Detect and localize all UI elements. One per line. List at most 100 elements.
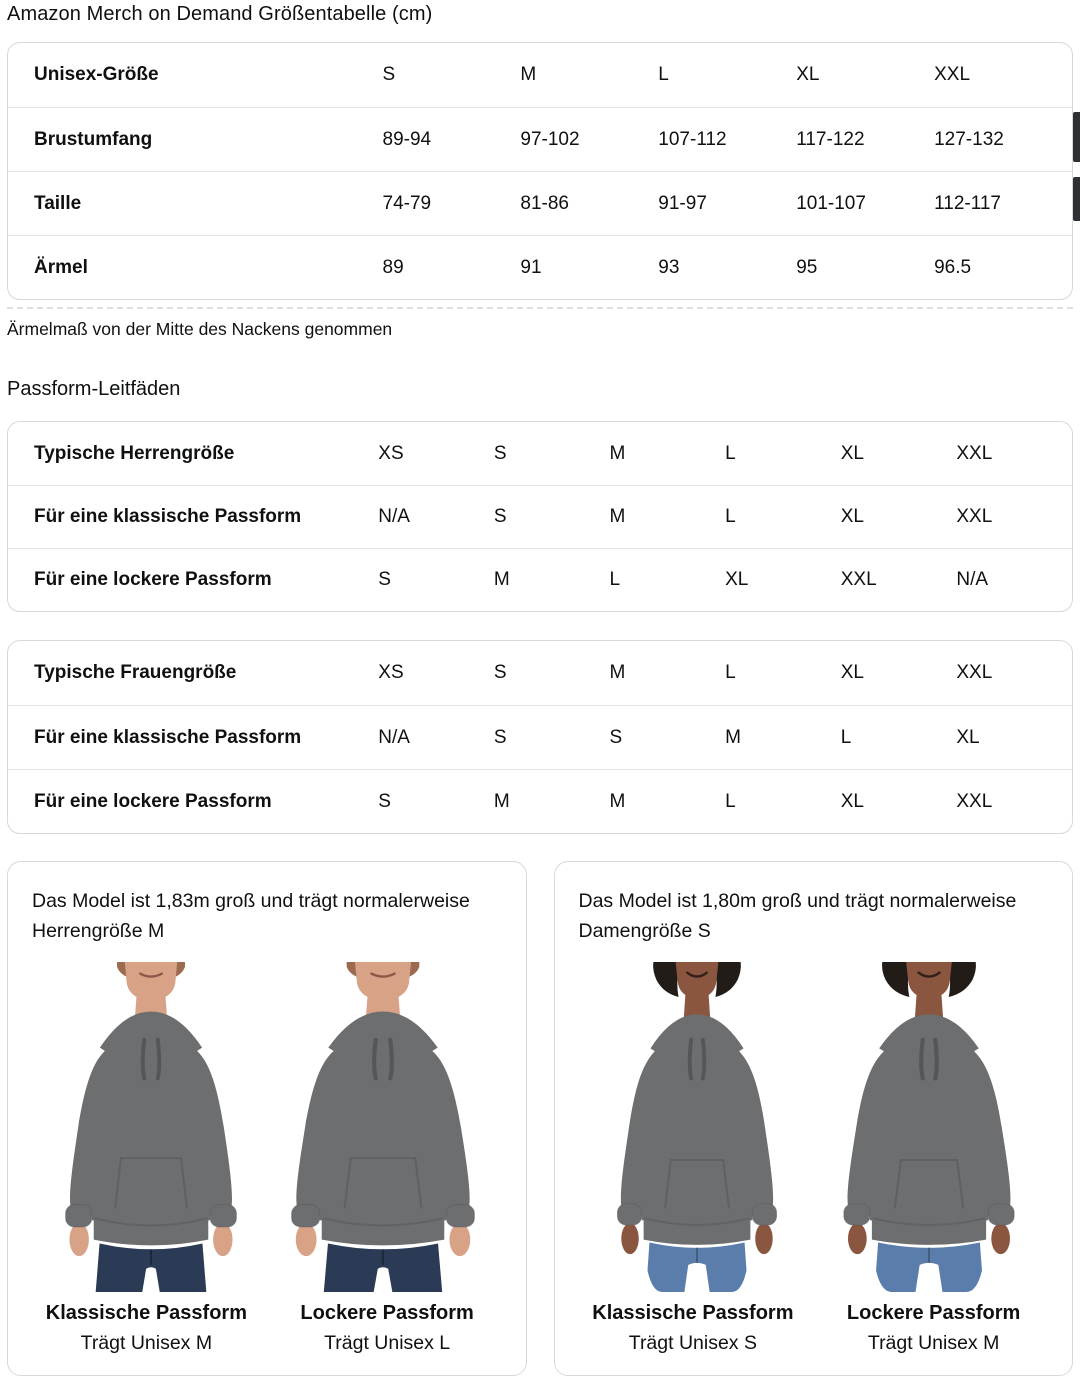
model-description: Das Model ist 1,83m groß und trägt norma… <box>32 890 470 943</box>
size-header: S <box>382 64 396 85</box>
fit-size-value: L <box>725 506 736 527</box>
fit-size-value: S <box>493 726 507 748</box>
measurement-value: 107-112 <box>658 128 727 150</box>
row-label: Typische Herrengröße <box>34 442 235 464</box>
model-cards-row: Das Model ist 1,83m groß und trägt norma… <box>7 861 1073 1377</box>
measurement-value: 91 <box>520 256 542 278</box>
row-label: Taille <box>34 192 82 214</box>
female-model-loose-fit-photo <box>809 962 1049 1292</box>
fit-size-value: M <box>609 662 626 683</box>
fit-size-value: S <box>609 726 623 748</box>
row-label: Unisex-Größe <box>34 64 159 85</box>
fit-size-value: S <box>493 442 507 464</box>
fit-label: Lockere Passform <box>846 1302 1021 1325</box>
figure-captions: Klassische Passform Trägt Unisex M Locke… <box>26 1302 508 1355</box>
worn-size-label: Trägt Unisex L <box>324 1332 451 1355</box>
fit-size-value: XS <box>378 442 404 464</box>
fit-size-value: XXL <box>956 442 993 464</box>
fit-label: Klassische Passform <box>45 1302 247 1325</box>
table-row: Für eine klassische Passform N/A S M L X… <box>8 485 1072 548</box>
row-label: Brustumfang <box>34 128 153 150</box>
size-header: XL <box>796 64 820 85</box>
table-row: Typische Herrengröße XS S M L XL XXL <box>8 422 1072 485</box>
fit-size-value: N/A <box>956 569 989 590</box>
clipped-value-mark <box>1073 112 1080 162</box>
table-row-chest: Brustumfang 89-94 97-102 107-112 117-122… <box>8 107 1072 171</box>
fit-size-value: S <box>493 506 507 527</box>
fit-size-value: XL <box>956 726 980 748</box>
fit-size-value: M <box>609 790 626 812</box>
fit-size-value: XL <box>840 790 864 812</box>
measurement-value: 112-117 <box>934 192 1002 214</box>
sleeve-measure-note: Ärmelmaß von der Mitte des Nackens genom… <box>7 319 393 339</box>
caption-classic-fit: Klassische Passform Trägt Unisex S <box>573 1302 814 1355</box>
model-figures <box>573 962 1055 1292</box>
fit-size-value: XXL <box>956 506 993 527</box>
measurement-value: 101-107 <box>796 192 866 214</box>
row-label: Für eine lockere Passform <box>34 790 272 812</box>
female-model-classic-fit-photo <box>585 962 809 1292</box>
measurement-value: 97-102 <box>520 128 580 150</box>
measurement-value: 95 <box>796 256 818 278</box>
fit-size-value: XL <box>840 442 864 464</box>
measurement-value: 117-122 <box>796 128 865 150</box>
fit-size-value: XXL <box>956 662 993 683</box>
row-label: Ärmel <box>34 256 88 278</box>
table-row: Für eine lockere Passform S M L XL XXL N… <box>8 548 1072 611</box>
caption-loose-fit: Lockere Passform Trägt Unisex L <box>267 1302 508 1355</box>
fit-size-value: M <box>493 569 510 590</box>
table-row: Typische Frauengröße XS S M L XL XXL <box>8 641 1072 705</box>
measurement-value: 81-86 <box>520 192 570 214</box>
worn-size-label: Trägt Unisex M <box>80 1332 213 1355</box>
mens-fit-table: Typische Herrengröße XS S M L XL XXL Für… <box>7 421 1073 612</box>
row-label: Für eine klassische Passform <box>34 726 302 748</box>
fit-size-value: XL <box>840 506 864 527</box>
measurement-value: 93 <box>658 256 680 278</box>
mens-model-card: Das Model ist 1,83m groß und trägt norma… <box>7 861 527 1377</box>
fit-size-value: M <box>609 506 626 527</box>
fit-size-value: XL <box>840 662 864 683</box>
page-title: Amazon Merch on Demand Größentabelle (cm… <box>7 3 433 25</box>
measurement-value: 91-97 <box>658 192 707 214</box>
dashed-divider <box>7 307 1073 309</box>
fit-size-value: M <box>493 790 510 812</box>
measurement-value: 127-132 <box>934 128 1004 150</box>
size-header: XXL <box>934 64 971 85</box>
womens-model-card: Das Model ist 1,80m groß und trägt norma… <box>553 861 1073 1377</box>
table-row-waist: Taille 74-79 81-86 91-97 101-107 112-117 <box>8 171 1072 235</box>
fit-size-value: XXL <box>956 790 993 812</box>
size-header: M <box>520 64 537 85</box>
size-header: L <box>658 64 669 85</box>
male-model-loose-fit-photo <box>263 962 503 1292</box>
measurement-value: 74-79 <box>382 192 432 214</box>
fit-size-value: L <box>609 569 621 590</box>
measurement-value: 89 <box>382 256 404 278</box>
fit-size-value: S <box>493 662 507 683</box>
worn-size-label: Trägt Unisex S <box>628 1332 757 1355</box>
male-model-classic-fit-photo <box>39 962 263 1292</box>
fit-label: Klassische Passform <box>592 1302 794 1325</box>
fit-size-value: XXL <box>840 569 877 590</box>
measurement-value: 96.5 <box>934 256 972 278</box>
fit-size-value: XL <box>725 569 749 590</box>
fit-size-value: L <box>725 442 736 464</box>
fit-size-value: S <box>378 569 391 590</box>
fit-size-value: N/A <box>378 506 410 527</box>
womens-fit-table: Typische Frauengröße XS S M L XL XXL Für… <box>7 640 1073 834</box>
caption-loose-fit: Lockere Passform Trägt Unisex M <box>813 1302 1054 1355</box>
fit-size-value: L <box>725 662 736 683</box>
fit-size-value: N/A <box>378 726 410 748</box>
caption-classic-fit: Klassische Passform Trägt Unisex M <box>26 1302 267 1355</box>
unisex-size-table: Unisex-Größe S M L XL XXL Brustumfang 89… <box>7 42 1073 300</box>
fit-size-value: M <box>609 442 626 464</box>
fit-size-value: L <box>725 790 736 812</box>
measurement-value: 89-94 <box>382 128 432 150</box>
fit-size-value: XS <box>378 662 404 683</box>
fit-label: Lockere Passform <box>300 1302 474 1325</box>
clipped-value-mark <box>1073 177 1080 221</box>
row-label: Für eine klassische Passform <box>34 506 302 527</box>
model-figures <box>26 962 508 1292</box>
row-label: Typische Frauengröße <box>34 662 237 683</box>
fit-size-value: S <box>378 790 391 812</box>
